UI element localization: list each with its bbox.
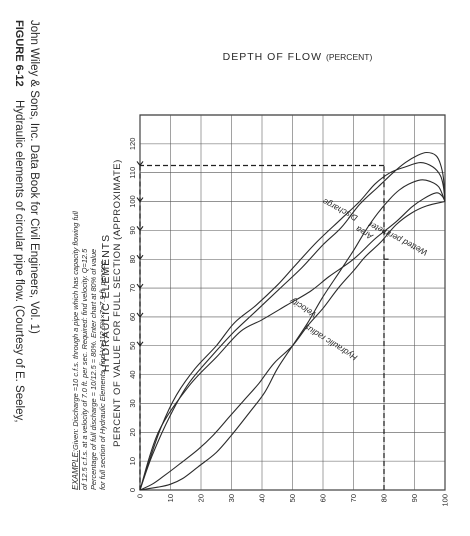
example-line-2: of 12.5 c.f.s. at a velocity of 7.0 ft. … [80, 248, 89, 490]
x-tick-label: 90 [128, 226, 137, 234]
chart-plot: 0 10 20 30 40 50 60 70 80 90 100 110 120 0 10 20 30 40 50… [71, 114, 450, 507]
example-label: EXAMPLE: [71, 450, 80, 490]
x-tick-label: 80 [128, 255, 137, 263]
y-tick-label: 70 [349, 494, 358, 502]
guide-arrow-mark [136, 226, 144, 232]
example-block: EXAMPLE: Given: Discharge =10 c.f.s. thr… [71, 211, 107, 490]
caption-figure-label: FIGURE 6-12 [13, 20, 25, 87]
guide-arrow-mark [136, 161, 144, 167]
y-tick-label: 90 [410, 494, 419, 502]
figure-caption: FIGURE 6-12 Hydraulic elements of circul… [13, 20, 40, 423]
y-tick-label: 20 [197, 494, 206, 502]
x-tick-label: 30 [128, 399, 137, 407]
wetted-perimeter-curve [139, 192, 446, 491]
chart-title: HYDRAULIC ELEMENTS [100, 234, 112, 372]
velocity-curve [139, 162, 446, 491]
discharge-curve [139, 179, 446, 491]
example-line-1: Given: Discharge =10 c.f.s. through a pi… [71, 211, 80, 450]
x-tick-labels: 0 10 20 30 40 50 60 70 80 90 100 110 120 [128, 138, 137, 492]
y-tick-label: 50 [288, 494, 297, 502]
hydraulic-radius-label: Hydraulic radius [301, 322, 359, 363]
guide-arrow-mark [136, 254, 144, 261]
guide-arrow-mark [136, 197, 144, 203]
x-tick-label: 50 [128, 342, 137, 350]
velocity-label: Velocity [287, 295, 318, 319]
y-tick-label: 30 [227, 494, 236, 502]
guide-arrow-mark [136, 341, 144, 347]
y-tick-label: 80 [380, 494, 389, 502]
y-axis-label-unit: (PERCENT) [326, 52, 372, 62]
example-guides [136, 161, 389, 490]
guide-arrow-mark [136, 312, 144, 318]
caption-line-2: John Wiley & Sons, Inc. Data Book for Ci… [28, 20, 40, 334]
x-tick-label: 100 [128, 195, 137, 208]
y-tick-label: 10 [166, 494, 175, 502]
y-tick-label: 60 [319, 494, 328, 502]
x-tick-label: 70 [128, 284, 137, 292]
hydraulic-radius-curve [139, 151, 446, 491]
example-line-4: for full section of Hydraulic Elements, … [98, 259, 107, 490]
x-axis-label: PERCENT OF VALUE FOR FULL SECTION (APPRO… [112, 159, 123, 447]
x-tick-label: 60 [128, 313, 137, 321]
y-tick-label: 100 [441, 494, 450, 507]
y-tick-label: 0 [136, 494, 145, 498]
y-axis-label: DEPTH OF FLOW [223, 51, 322, 63]
curve-layer [139, 151, 446, 491]
x-tick-label: 110 [128, 167, 137, 179]
y-tick-labels: 0 10 20 30 40 50 60 70 80 90 100 [136, 494, 450, 507]
x-tick-label: 20 [128, 428, 137, 436]
guide-arrow-mark [136, 283, 144, 289]
x-tick-label: 10 [128, 457, 137, 465]
caption-line-1: Hydraulic elements of circular pipe flow… [13, 100, 25, 423]
x-tick-label: 40 [128, 370, 137, 378]
y-tick-label: 40 [258, 494, 267, 502]
x-tick-label: 0 [128, 488, 137, 492]
x-tick-label: 120 [128, 138, 137, 151]
example-line-3: Percentage of full discharge = 10/12.5 =… [89, 249, 98, 490]
